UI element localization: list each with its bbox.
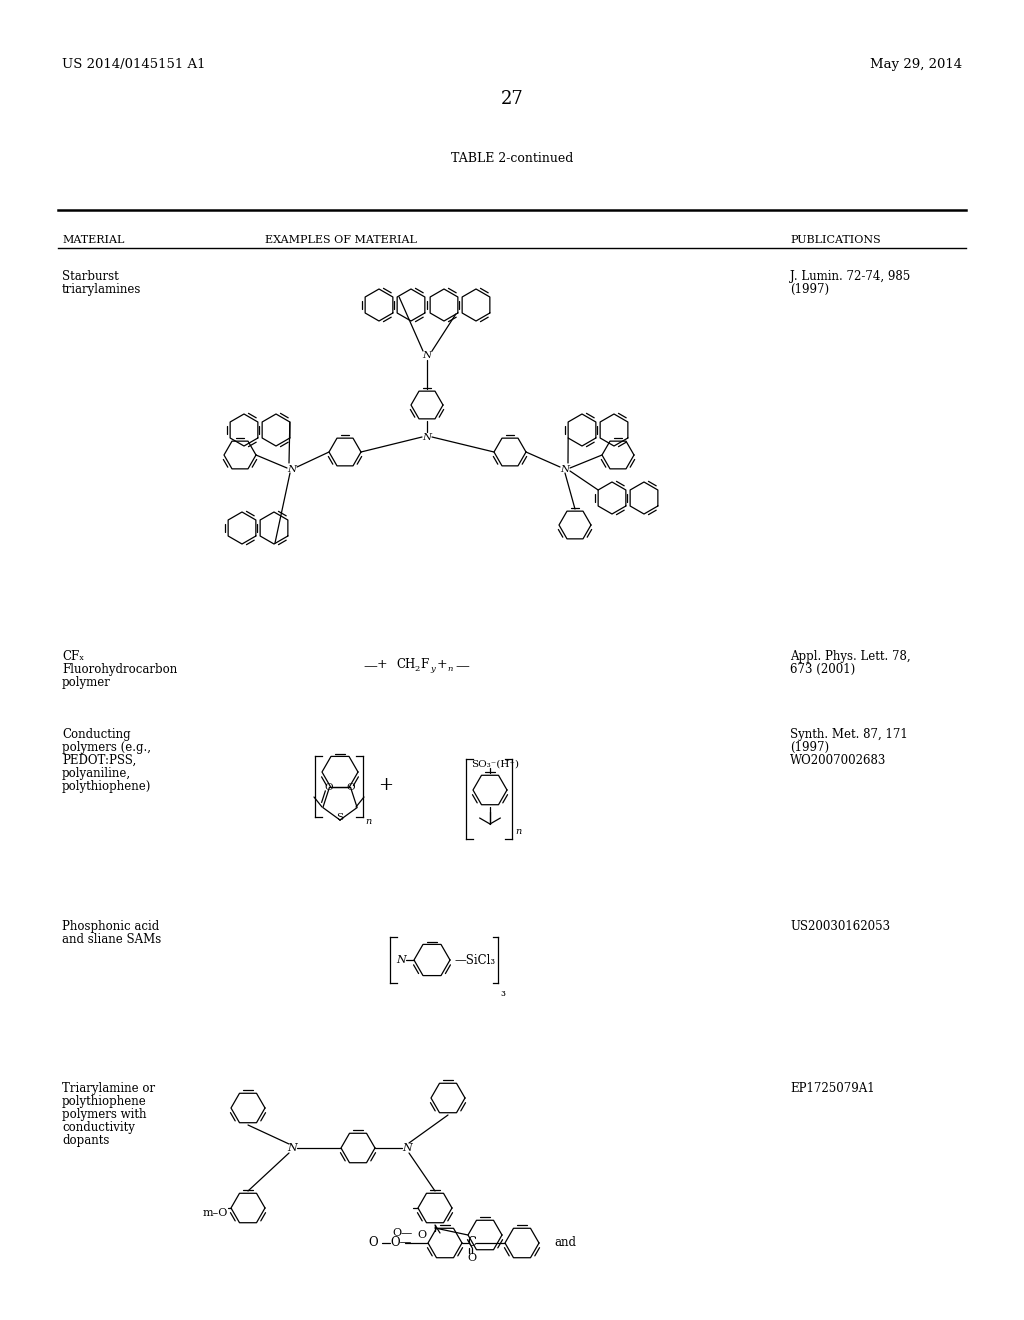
Text: Synth. Met. 87, 171: Synth. Met. 87, 171	[790, 729, 907, 741]
Text: C: C	[468, 1237, 476, 1250]
Text: PUBLICATIONS: PUBLICATIONS	[790, 235, 881, 246]
Text: MATERIAL: MATERIAL	[62, 235, 124, 246]
Text: m–O: m–O	[203, 1208, 228, 1218]
Text: O: O	[418, 1230, 427, 1239]
Text: N: N	[423, 351, 431, 360]
Text: ₃: ₃	[500, 986, 505, 999]
Text: O: O	[347, 783, 355, 792]
Text: —: —	[364, 659, 377, 673]
Text: O—: O—	[390, 1237, 412, 1250]
Text: O: O	[369, 1237, 378, 1250]
Text: CH: CH	[396, 659, 416, 672]
Text: polymers with: polymers with	[62, 1107, 146, 1121]
Text: y: y	[430, 665, 435, 673]
Text: —SiCl₃: —SiCl₃	[454, 953, 496, 966]
Text: conductivity: conductivity	[62, 1121, 135, 1134]
Text: N: N	[402, 1143, 412, 1152]
Text: O—: O—	[393, 1228, 413, 1238]
Text: Conducting: Conducting	[62, 729, 131, 741]
Text: O: O	[325, 783, 334, 792]
Text: O: O	[467, 1253, 476, 1263]
Text: 27: 27	[501, 90, 523, 108]
Text: 2: 2	[414, 665, 419, 673]
Text: (1997): (1997)	[790, 282, 829, 296]
Text: N: N	[423, 433, 431, 442]
Text: N: N	[288, 465, 297, 474]
Text: polymers (e.g.,: polymers (e.g.,	[62, 741, 151, 754]
Text: TABLE 2-continued: TABLE 2-continued	[451, 152, 573, 165]
Text: dopants: dopants	[62, 1134, 110, 1147]
Text: +: +	[377, 659, 387, 672]
Text: EXAMPLES OF MATERIAL: EXAMPLES OF MATERIAL	[265, 235, 417, 246]
Text: Starburst: Starburst	[62, 271, 119, 282]
Text: 673 (2001): 673 (2001)	[790, 663, 855, 676]
Text: US 2014/0145151 A1: US 2014/0145151 A1	[62, 58, 206, 71]
Text: EP1725079A1: EP1725079A1	[790, 1082, 874, 1096]
Text: F: F	[420, 659, 428, 672]
Text: N: N	[396, 954, 406, 965]
Text: n: n	[447, 665, 453, 673]
Text: SO₃⁻(H⁺): SO₃⁻(H⁺)	[471, 759, 519, 768]
Text: Appl. Phys. Lett. 78,: Appl. Phys. Lett. 78,	[790, 649, 910, 663]
Text: +: +	[437, 659, 447, 672]
Text: triarylamines: triarylamines	[62, 282, 141, 296]
Text: (1997): (1997)	[790, 741, 829, 754]
Text: S: S	[337, 813, 344, 822]
Text: polythiophene: polythiophene	[62, 1096, 146, 1107]
Text: polymer: polymer	[62, 676, 111, 689]
Text: WO2007002683: WO2007002683	[790, 754, 887, 767]
Text: CFₓ: CFₓ	[62, 649, 84, 663]
Text: US20030162053: US20030162053	[790, 920, 890, 933]
Text: Phosphonic acid: Phosphonic acid	[62, 920, 160, 933]
Text: +: +	[379, 776, 393, 795]
Text: polyaniline,: polyaniline,	[62, 767, 131, 780]
Text: n: n	[365, 817, 372, 826]
Text: and: and	[554, 1237, 575, 1250]
Text: May 29, 2014: May 29, 2014	[869, 58, 962, 71]
Text: PEDOT:PSS,: PEDOT:PSS,	[62, 754, 136, 767]
Text: N: N	[287, 1143, 297, 1152]
Text: N: N	[560, 465, 569, 474]
Text: polythiophene): polythiophene)	[62, 780, 152, 793]
Text: n: n	[515, 828, 521, 836]
Text: Triarylamine or: Triarylamine or	[62, 1082, 155, 1096]
Text: and sliane SAMs: and sliane SAMs	[62, 933, 161, 946]
Text: —: —	[455, 659, 469, 673]
Text: J. Lumin. 72-74, 985: J. Lumin. 72-74, 985	[790, 271, 910, 282]
Text: Fluorohydrocarbon: Fluorohydrocarbon	[62, 663, 177, 676]
